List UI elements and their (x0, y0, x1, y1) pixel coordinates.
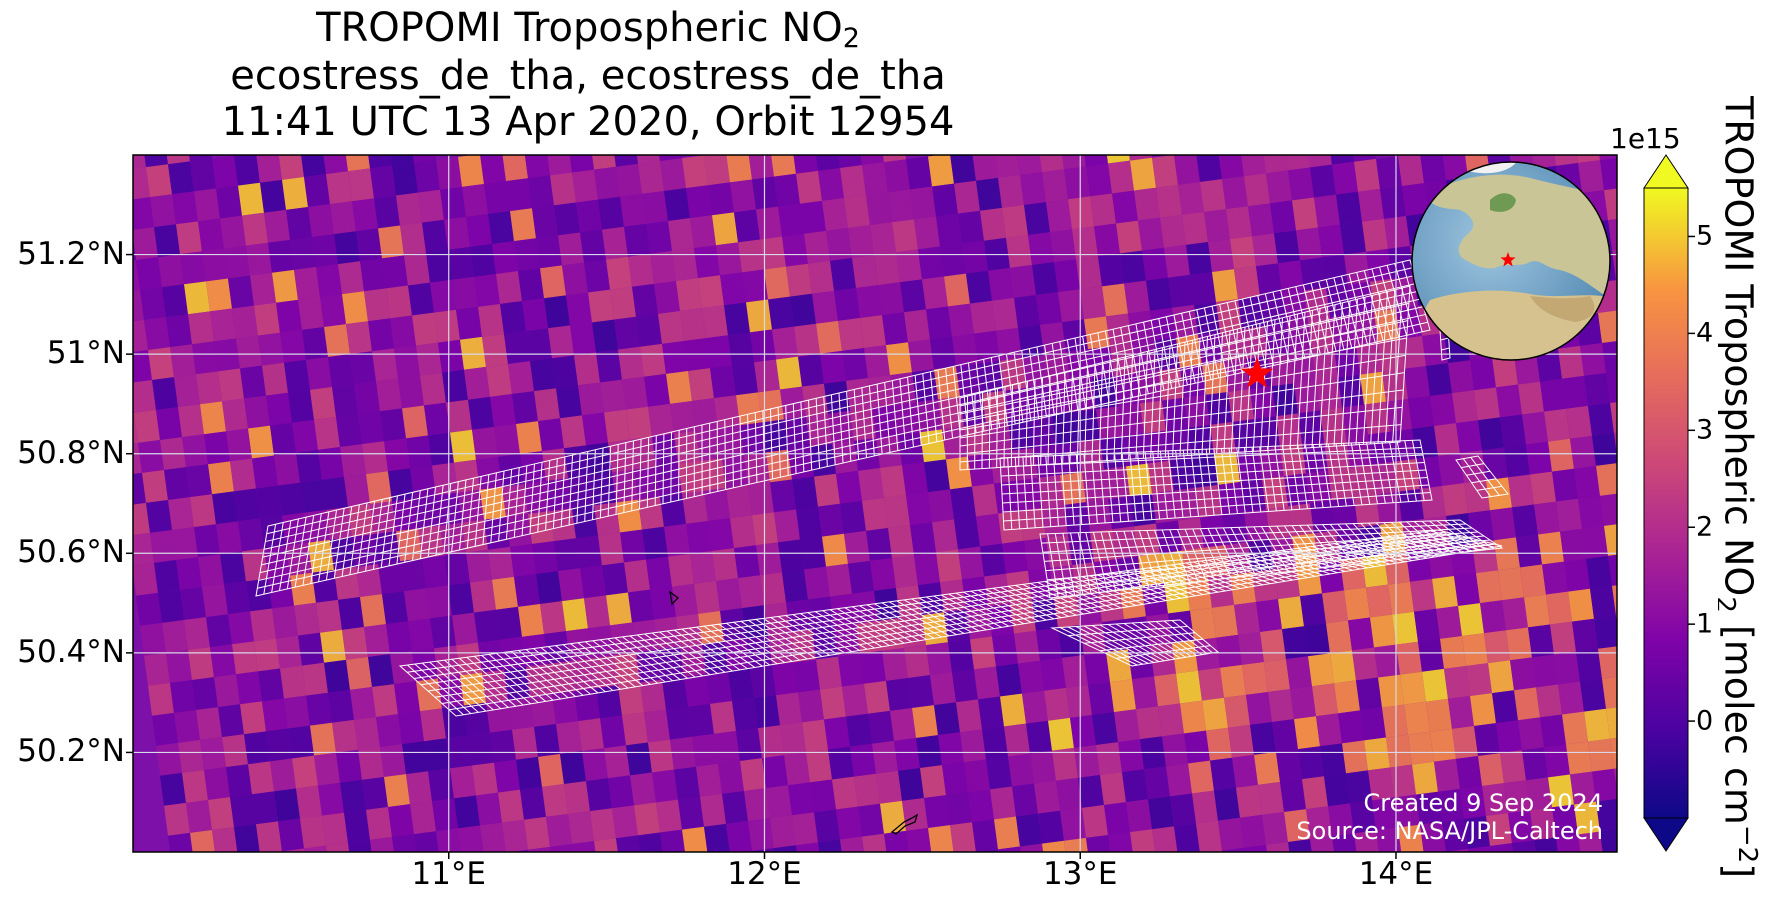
lon-label: 13°E (1042, 856, 1118, 892)
source-credit: Source: NASA/JPL-Caltech (1296, 817, 1603, 845)
lat-label: 50.4°N (17, 633, 125, 670)
colorbar-tick-label: 4 (1696, 317, 1714, 349)
lat-label: 51.2°N (17, 235, 125, 272)
lon-label: 14°E (1358, 856, 1434, 892)
lat-label: 51°N (46, 335, 125, 372)
lon-label: 11°E (411, 856, 487, 892)
map-tick-marks (126, 253, 1397, 859)
map-panel (133, 155, 1617, 852)
globe-outline (1411, 161, 1611, 361)
colorbar-tick-label: 1 (1696, 608, 1714, 640)
created-date-credit: Created 9 Sep 2024 (1363, 789, 1603, 817)
figure-title-line-1: TROPOMI Tropospheric NO2 (316, 5, 860, 54)
border-outlines (669, 590, 919, 835)
colorbar-tick-label: 3 (1696, 414, 1714, 446)
colorbar-extend-min (1643, 817, 1689, 852)
colorbar (1643, 154, 1695, 852)
target-star-marker (1240, 357, 1274, 388)
figure-title-line-2: ecostress_de_tha, ecostress_de_tha (230, 53, 946, 99)
globe-target-star (1500, 252, 1516, 267)
colorbar-tick-label: 5 (1696, 220, 1714, 252)
colorbar-tick-label: 2 (1696, 511, 1714, 543)
map-frame (132, 154, 1618, 853)
lat-label: 50.8°N (17, 434, 125, 471)
lon-label: 12°E (727, 856, 802, 892)
colorbar-label: TROPOMI Tropospheric NO2 [molec cm−2] (1718, 96, 1762, 879)
colorbar-exponent: 1e15 (1610, 122, 1681, 155)
colorbar-gradient (1644, 188, 1688, 818)
colorbar-tick-label: 0 (1696, 705, 1714, 737)
lat-label: 50.2°N (17, 733, 125, 770)
figure-title-line-3: 11:41 UTC 13 Apr 2020, Orbit 12954 (221, 99, 955, 145)
lat-label: 50.6°N (17, 534, 125, 571)
ecostress-footprint-overlay (255, 259, 1509, 717)
map-gridlines (133, 155, 1617, 852)
colorbar-extend-max (1643, 154, 1689, 189)
colorbar-tick-marks (1688, 235, 1695, 722)
